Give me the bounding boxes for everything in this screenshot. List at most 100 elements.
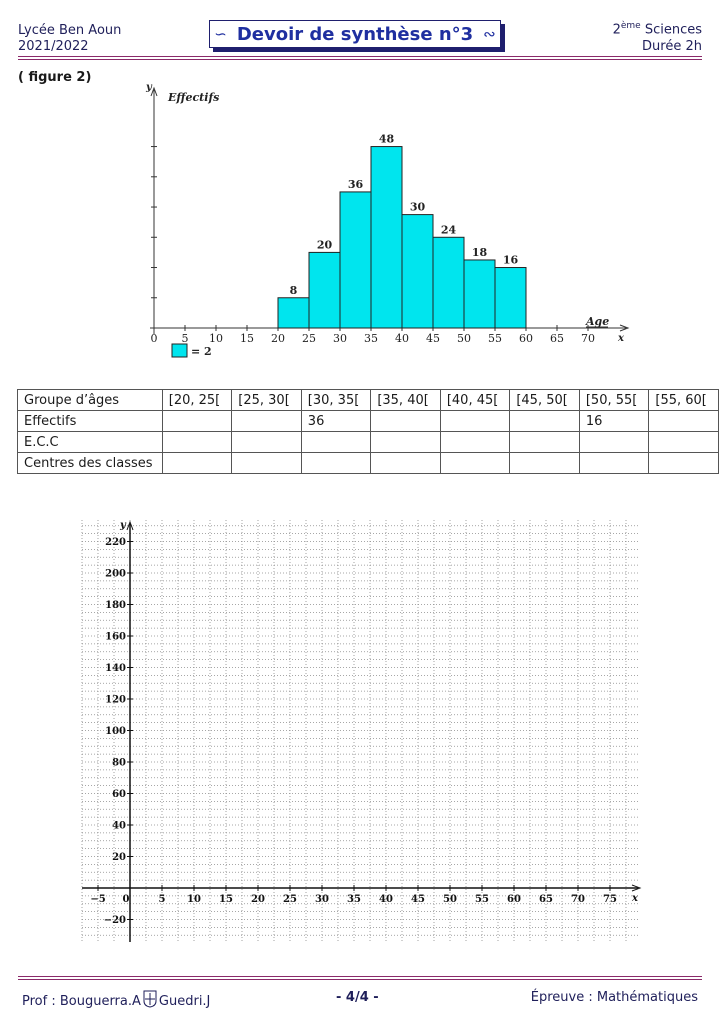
exam-duration: Durée 2h bbox=[642, 39, 702, 54]
class-level-word: Sciences bbox=[644, 22, 702, 38]
histogram-bar bbox=[339, 191, 372, 329]
x-tick-label: 0 bbox=[123, 894, 130, 905]
histogram-bar bbox=[370, 146, 403, 329]
table-header-cell: [45, 50[ bbox=[509, 389, 580, 411]
table-cell[interactable] bbox=[370, 452, 441, 474]
bar-value-label: 30 bbox=[410, 201, 426, 214]
x-tick-label: 0 bbox=[151, 332, 158, 345]
table-row-label: Effectifs bbox=[17, 410, 163, 432]
frequency-table: Groupe d’âges [20, 25[ [25, 30[ [30, 35[… bbox=[17, 389, 719, 474]
bar-value-label: 48 bbox=[379, 133, 395, 146]
table-header-cell: [30, 35[ bbox=[300, 389, 372, 411]
table-cell[interactable] bbox=[300, 431, 372, 453]
y-tick-label: 220 bbox=[105, 537, 126, 548]
table-cell[interactable] bbox=[439, 452, 511, 474]
x-tick-label: 50 bbox=[443, 894, 457, 905]
histogram-bar bbox=[277, 297, 310, 329]
table-cell[interactable] bbox=[578, 452, 650, 474]
histogram-chart: y Effectifs x Age 0 5 10 15 20 25 30 35 40 45 50 55 60 65… bbox=[145, 82, 630, 358]
y-tick-label: −20 bbox=[104, 915, 126, 926]
table-cell[interactable] bbox=[439, 431, 511, 453]
subject-label: Épreuve : Mathématiques bbox=[530, 990, 698, 1005]
x-tick-label: 75 bbox=[603, 894, 617, 905]
school-year: 2021/2022 bbox=[18, 39, 89, 54]
table-cell[interactable] bbox=[231, 452, 302, 474]
x-tick-label: 45 bbox=[411, 894, 425, 905]
legend-swatch bbox=[171, 343, 188, 358]
bar-value-label: 16 bbox=[503, 254, 519, 267]
table-cell[interactable] bbox=[578, 431, 650, 453]
x-tick-label: −5 bbox=[90, 894, 105, 905]
x-tick-label: 25 bbox=[283, 894, 297, 905]
table-cell[interactable] bbox=[300, 452, 372, 474]
table-row-label: E.C.C bbox=[17, 431, 163, 453]
x-tick-label: 55 bbox=[488, 332, 502, 345]
y-tick-label: 80 bbox=[112, 758, 126, 769]
table-cell[interactable] bbox=[509, 452, 580, 474]
x-axis-label: Age bbox=[585, 315, 609, 328]
table-cell[interactable] bbox=[648, 452, 719, 474]
x-tick-label: 45 bbox=[426, 332, 440, 345]
x-tick-label: 15 bbox=[240, 332, 254, 345]
class-level-number: 2 bbox=[612, 22, 621, 38]
x-tick-label: 5 bbox=[159, 894, 166, 905]
x-axis-letter: x bbox=[617, 333, 625, 344]
table-header-cell: [20, 25[ bbox=[161, 389, 233, 411]
x-tick-label: 70 bbox=[581, 332, 595, 345]
x-tick-label: 70 bbox=[571, 894, 585, 905]
bar-value-label: 20 bbox=[317, 238, 333, 251]
table-cell[interactable] bbox=[509, 431, 580, 453]
page-number: - 4/4 - bbox=[336, 990, 379, 1005]
ornament-right-icon: ∾ bbox=[483, 25, 496, 43]
class-level: 2ème Sciences bbox=[613, 21, 702, 37]
bar-value-label: 8 bbox=[290, 284, 298, 297]
x-tick-label: 65 bbox=[550, 332, 564, 345]
figure-label: ( figure 2) bbox=[18, 70, 92, 85]
table-header-cell: [35, 40[ bbox=[370, 389, 441, 411]
x-tick-label: 15 bbox=[219, 894, 233, 905]
table-cell[interactable] bbox=[370, 431, 441, 453]
graph-paper: x y −5 0 5 10 15 20 25 30 35 40 45 50 55 60 65 70 75 −20 20 4… bbox=[81, 520, 642, 942]
x-axis-arrow-icon bbox=[619, 324, 630, 332]
table-header-cell: [50, 55[ bbox=[578, 389, 650, 411]
table-cell[interactable] bbox=[648, 431, 719, 453]
histogram-bar bbox=[401, 214, 434, 329]
cross-shield-icon bbox=[141, 990, 159, 1012]
header-rule-2 bbox=[18, 59, 702, 60]
table-cell[interactable]: 16 bbox=[578, 410, 650, 432]
x-axis-arrow-icon bbox=[631, 884, 642, 892]
bar-value-label: 36 bbox=[348, 178, 364, 191]
table-cell[interactable] bbox=[370, 410, 441, 432]
table-cell[interactable] bbox=[231, 410, 302, 432]
table-cell[interactable] bbox=[231, 431, 302, 453]
table-cell[interactable]: 36 bbox=[300, 410, 372, 432]
x-tick-label: 60 bbox=[519, 332, 533, 345]
table-cell[interactable] bbox=[648, 410, 719, 432]
table-cell[interactable] bbox=[161, 431, 233, 453]
table-row: E.C.C bbox=[17, 431, 719, 453]
prof-name-2: Guedri.J bbox=[158, 993, 211, 1009]
table-cell[interactable] bbox=[439, 410, 511, 432]
y-tick-label: 100 bbox=[105, 726, 126, 737]
legend-label: = 2 bbox=[191, 345, 212, 358]
y-axis-letter: y bbox=[119, 520, 127, 531]
page-title: Devoir de synthèse n°3 bbox=[236, 23, 474, 45]
y-tick-label: 120 bbox=[105, 695, 126, 706]
footer-prof: Prof : Bouguerra.A Guedri.J bbox=[22, 990, 210, 1012]
footer-rule-1 bbox=[18, 976, 702, 977]
y-tick-label: 160 bbox=[105, 632, 126, 643]
table-cell[interactable] bbox=[161, 452, 233, 474]
histogram-bar bbox=[494, 267, 527, 329]
x-tick-label: 10 bbox=[209, 332, 223, 345]
x-tick-label: 40 bbox=[379, 894, 393, 905]
header-rule-1 bbox=[18, 56, 702, 57]
table-header-cell: [40, 45[ bbox=[439, 389, 511, 411]
y-axis-label: Effectifs bbox=[167, 91, 219, 104]
y-axis-arrow-icon bbox=[150, 86, 158, 97]
footer-rule-2 bbox=[18, 979, 702, 980]
table-cell[interactable] bbox=[161, 410, 233, 432]
bar-value-label: 24 bbox=[441, 223, 457, 236]
table-cell[interactable] bbox=[509, 410, 580, 432]
table-header-cell: Groupe d’âges bbox=[17, 389, 163, 411]
x-tick-label: 65 bbox=[539, 894, 553, 905]
